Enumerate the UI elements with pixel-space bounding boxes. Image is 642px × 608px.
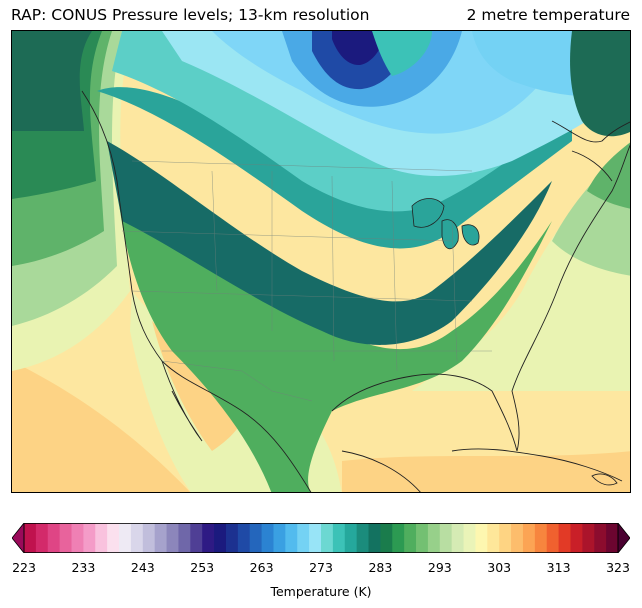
colorbar-segment	[107, 523, 120, 553]
colorbar-segment	[404, 523, 417, 553]
colorbar-segment	[83, 523, 96, 553]
dark-teal-belt	[107, 141, 552, 345]
coastlines	[81, 90, 630, 492]
atlantic-mild	[412, 143, 630, 391]
state-lines-horizontal	[121, 230, 492, 352]
colorbar-segment	[35, 523, 49, 553]
colorbar-ticks: 223 233 243 253 263 273 283 293 303 313 323	[0, 560, 642, 580]
colorbar-segment	[534, 523, 548, 553]
colorbar-segment	[344, 523, 358, 553]
atlantic-coastline	[511, 144, 630, 452]
colorbar-segment	[356, 523, 370, 553]
colorbar-tick-label: 263	[249, 560, 274, 575]
colorbar-outline	[23, 523, 619, 553]
colorbar-segment	[166, 523, 179, 553]
colorbar-segment	[582, 523, 595, 553]
lake-superior	[411, 198, 445, 228]
colorbar-segment	[380, 523, 393, 553]
colorbar-segment	[392, 523, 405, 553]
colorbar-segment	[463, 523, 476, 553]
colorbar-label: Temperature (K)	[270, 584, 372, 599]
labrador-coast	[551, 120, 630, 143]
canada-us-border	[131, 160, 473, 172]
colorbar-segment	[261, 523, 274, 553]
colorbar-segment	[570, 523, 583, 553]
labrador-dark	[570, 31, 630, 137]
cuba-coast	[451, 448, 623, 482]
colorbar-segment	[24, 523, 37, 553]
colorbar-segment	[594, 523, 607, 553]
lake-michigan	[441, 219, 459, 250]
pacific-south-hot	[12, 361, 191, 492]
colorbar-segment	[546, 523, 560, 553]
colorbar-segment	[416, 523, 429, 553]
colorbar-tick-label: 233	[71, 560, 96, 575]
colorbar-segment	[332, 523, 346, 553]
colorbar-segment	[427, 523, 441, 553]
colorbar-segment	[71, 523, 84, 553]
colorbar-tick-label: 303	[487, 560, 512, 575]
pacific-coastline	[81, 90, 312, 492]
colorbar-segment	[285, 523, 298, 553]
colorbar-tick-label: 273	[309, 560, 333, 575]
colorbar-tick-label: 323	[606, 560, 630, 575]
temperature-map	[11, 30, 631, 493]
colorbar-tick-label: 283	[368, 560, 393, 575]
colorbar-segment	[368, 523, 381, 553]
colorbar-segment	[237, 523, 251, 553]
colorbar-segment	[475, 523, 488, 553]
colorbar-segment	[273, 523, 286, 553]
gulf-coastline	[331, 373, 518, 452]
caribbean-hot	[342, 451, 630, 492]
gulf-st-lawrence	[571, 150, 613, 182]
colorbar-segment	[439, 523, 453, 553]
colorbar-segment	[119, 523, 132, 553]
colorbar-segment	[606, 523, 619, 553]
navy-zone	[332, 31, 387, 66]
hudson-teal	[372, 31, 432, 76]
colorbar-segment	[499, 523, 512, 553]
colorbar-segment	[249, 523, 263, 553]
colorbar-segment	[511, 523, 524, 553]
colorbar-segment	[59, 523, 73, 553]
colorbar-segment	[225, 523, 239, 553]
colorbar-segment	[214, 523, 227, 553]
mexico-coast	[341, 450, 421, 492]
us-mexico-border	[161, 360, 313, 402]
colorbar-tick-label: 223	[12, 560, 36, 575]
colorbar-segment	[487, 523, 500, 553]
teal-zone	[97, 87, 572, 249]
lake-huron	[461, 224, 480, 246]
colorbar-segment	[142, 523, 156, 553]
hispaniola	[591, 473, 618, 486]
colorbar-segment	[178, 523, 191, 553]
colorbar-segment	[451, 523, 465, 553]
temperature-map-svg	[12, 31, 630, 492]
colorbar-tick-label: 243	[130, 560, 155, 575]
colorbar-segment	[95, 523, 108, 553]
colorbar-segment	[522, 523, 536, 553]
colorbar-segment	[130, 523, 144, 553]
colorbar	[12, 523, 630, 553]
gulf-of-alaska	[12, 31, 92, 131]
state-lines-vertical	[211, 170, 458, 372]
colorbar-tick-label: 253	[190, 560, 215, 575]
colorbar-over-arrow	[617, 523, 630, 553]
variable-title: 2 metre temperature	[466, 6, 630, 24]
map-title: RAP: CONUS Pressure levels; 13-km resolu…	[11, 6, 370, 24]
colorbar-tick-label: 313	[546, 560, 571, 575]
colorbar-under-arrow	[12, 523, 25, 553]
baja-coastline	[161, 360, 203, 442]
colorbar-segment	[309, 523, 322, 553]
colorbar-segment	[47, 523, 61, 553]
political-borders	[121, 160, 492, 402]
colorbar-segment	[190, 523, 203, 553]
colorbar-segment	[297, 523, 310, 553]
colorbar-segment	[558, 523, 571, 553]
colorbar-tick-label: 293	[427, 560, 452, 575]
colorbar-segment	[154, 523, 168, 553]
colorbar-segment	[202, 523, 215, 553]
colorbar-segment	[321, 523, 334, 553]
